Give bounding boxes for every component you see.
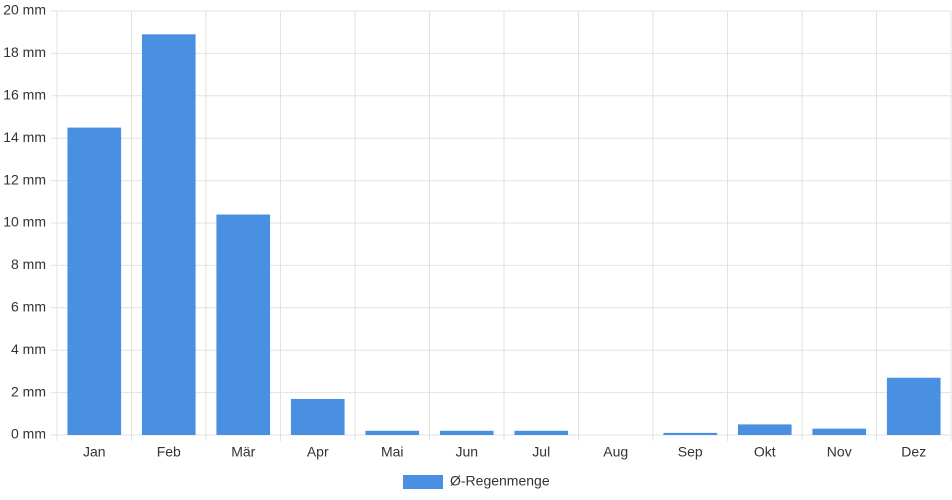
x-tick-label: Feb bbox=[157, 444, 181, 460]
bar bbox=[216, 214, 271, 435]
bar bbox=[141, 34, 196, 435]
bar bbox=[67, 127, 122, 435]
bar bbox=[663, 432, 718, 435]
x-tick-label: Dez bbox=[901, 444, 926, 460]
y-tick-label: 6 mm bbox=[11, 299, 46, 315]
x-tick-label: Jul bbox=[532, 444, 550, 460]
y-tick-label: 0 mm bbox=[11, 426, 46, 442]
x-tick-label: Jun bbox=[455, 444, 478, 460]
x-tick-label: Nov bbox=[827, 444, 852, 460]
y-tick-label: 4 mm bbox=[11, 341, 46, 357]
x-tick-label: Aug bbox=[603, 444, 628, 460]
bar bbox=[812, 428, 867, 435]
legend-label: Ø-Regenmenge bbox=[450, 473, 550, 489]
bar bbox=[514, 430, 569, 435]
bar bbox=[737, 424, 792, 435]
x-tick-label: Apr bbox=[307, 444, 329, 460]
x-tick-label: Jan bbox=[83, 444, 106, 460]
y-tick-label: 2 mm bbox=[11, 383, 46, 399]
y-tick-label: 10 mm bbox=[3, 214, 46, 230]
bar bbox=[439, 430, 494, 435]
x-tick-label: Mai bbox=[381, 444, 404, 460]
y-tick-label: 16 mm bbox=[3, 87, 46, 103]
legend-swatch bbox=[403, 475, 443, 489]
y-tick-label: 18 mm bbox=[3, 44, 46, 60]
y-tick-label: 12 mm bbox=[3, 171, 46, 187]
bar bbox=[290, 398, 345, 435]
x-tick-label: Mär bbox=[231, 444, 255, 460]
bar bbox=[365, 430, 420, 435]
x-tick-label: Okt bbox=[754, 444, 776, 460]
y-tick-label: 14 mm bbox=[3, 129, 46, 145]
y-tick-label: 20 mm bbox=[3, 2, 46, 18]
bar bbox=[886, 377, 941, 435]
y-tick-label: 8 mm bbox=[11, 256, 46, 272]
x-tick-label: Sep bbox=[678, 444, 703, 460]
